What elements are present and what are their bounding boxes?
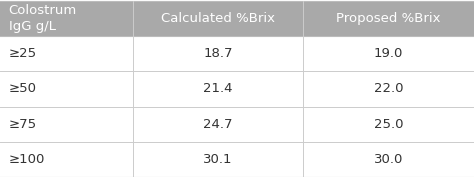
FancyBboxPatch shape [303, 71, 474, 107]
FancyBboxPatch shape [133, 142, 303, 177]
Text: ≥75: ≥75 [9, 118, 36, 131]
Text: 22.0: 22.0 [374, 82, 403, 95]
Text: Calculated %Brix: Calculated %Brix [161, 12, 275, 25]
FancyBboxPatch shape [133, 71, 303, 107]
Text: Colostrum
IgG g/L: Colostrum IgG g/L [9, 4, 77, 33]
FancyBboxPatch shape [0, 107, 133, 142]
FancyBboxPatch shape [133, 36, 303, 71]
Text: Proposed %Brix: Proposed %Brix [337, 12, 441, 25]
FancyBboxPatch shape [133, 107, 303, 142]
Text: 25.0: 25.0 [374, 118, 403, 131]
FancyBboxPatch shape [303, 1, 474, 36]
FancyBboxPatch shape [303, 107, 474, 142]
FancyBboxPatch shape [0, 36, 133, 71]
FancyBboxPatch shape [303, 36, 474, 71]
Text: ≥100: ≥100 [9, 153, 45, 166]
FancyBboxPatch shape [0, 1, 133, 36]
Text: ≥50: ≥50 [9, 82, 36, 95]
FancyBboxPatch shape [303, 142, 474, 177]
FancyBboxPatch shape [133, 1, 303, 36]
Text: ≥25: ≥25 [9, 47, 36, 60]
Text: 18.7: 18.7 [203, 47, 233, 60]
Text: 24.7: 24.7 [203, 118, 233, 131]
Text: 30.1: 30.1 [203, 153, 233, 166]
FancyBboxPatch shape [0, 71, 133, 107]
Text: 21.4: 21.4 [203, 82, 233, 95]
Text: 30.0: 30.0 [374, 153, 403, 166]
Text: 19.0: 19.0 [374, 47, 403, 60]
FancyBboxPatch shape [0, 142, 133, 177]
